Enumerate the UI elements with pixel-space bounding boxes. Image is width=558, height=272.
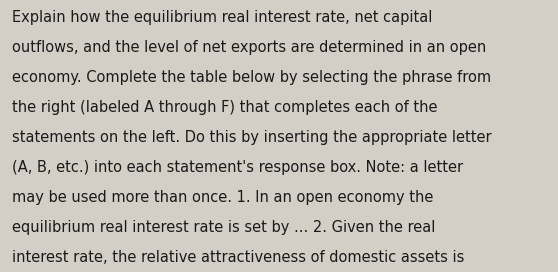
Text: equilibrium real interest rate is set by ... 2. Given the real: equilibrium real interest rate is set by… — [12, 220, 436, 235]
Text: (A, B, etc.) into each statement's response box. Note: a letter: (A, B, etc.) into each statement's respo… — [12, 160, 463, 175]
Text: statements on the left. Do this by inserting the appropriate letter: statements on the left. Do this by inser… — [12, 130, 492, 145]
Text: Explain how the equilibrium real interest rate, net capital: Explain how the equilibrium real interes… — [12, 10, 432, 24]
Text: may be used more than once. 1. In an open economy the: may be used more than once. 1. In an ope… — [12, 190, 434, 205]
Text: the right (labeled A through F) that completes each of the: the right (labeled A through F) that com… — [12, 100, 438, 115]
Text: interest rate, the relative attractiveness of domestic assets is: interest rate, the relative attractivene… — [12, 250, 465, 265]
Text: outflows, and the level of net exports are determined in an open: outflows, and the level of net exports a… — [12, 39, 487, 55]
Text: economy. Complete the table below by selecting the phrase from: economy. Complete the table below by sel… — [12, 70, 492, 85]
